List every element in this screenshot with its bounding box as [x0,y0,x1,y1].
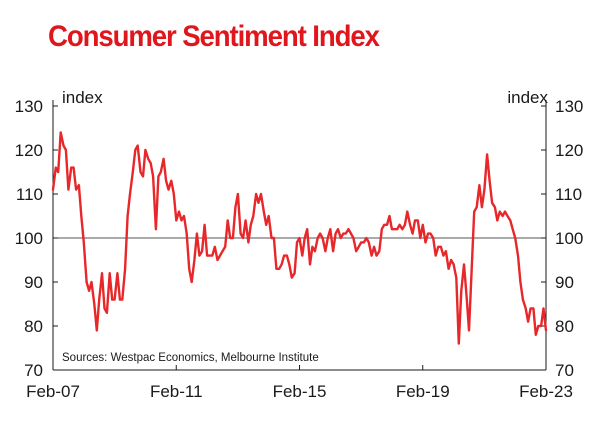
y-tick-label-right: 80 [555,317,574,336]
y-axis-right-unit: index [507,88,548,107]
source-note: Sources: Westpac Economics, Melbourne In… [62,352,319,364]
y-tick-label-left: 80 [24,317,43,336]
y-tick-label-right: 110 [555,185,582,204]
series-group [51,131,548,345]
y-tick-label-left: 90 [24,273,43,292]
x-tick-label: Feb-19 [396,382,450,401]
y-tick-label-right: 120 [555,141,583,160]
y-tick-label-left: 130 [15,97,43,116]
x-tick-label: Feb-23 [519,382,573,401]
chart-title: Consumer Sentiment Index [48,20,380,53]
y-axis-left: 70 80 90 100 110 120 130 [15,97,58,380]
y-tick-label-left: 110 [16,185,43,204]
series-line-consumer-sentiment [51,131,548,345]
y-tick-label-right: 100 [555,229,583,248]
x-tick-label: Feb-11 [150,382,203,401]
y-axis-right: 70 80 90 100 110 120 130 [541,97,583,380]
y-tick-label-right: 90 [555,273,574,292]
y-tick-label-left: 120 [15,141,43,160]
y-tick-label-left: 70 [24,361,43,380]
y-tick-label-left: 100 [15,229,43,248]
y-tick-label-right: 130 [555,97,583,116]
y-axis-left-unit: index [62,88,103,107]
y-tick-label-right: 70 [555,361,574,380]
x-tick-label: Feb-15 [273,382,327,401]
x-tick-label: Feb-07 [26,382,80,401]
x-axis: Feb-07 Feb-11 Feb-15 Feb-19 Feb-23 [26,365,573,401]
